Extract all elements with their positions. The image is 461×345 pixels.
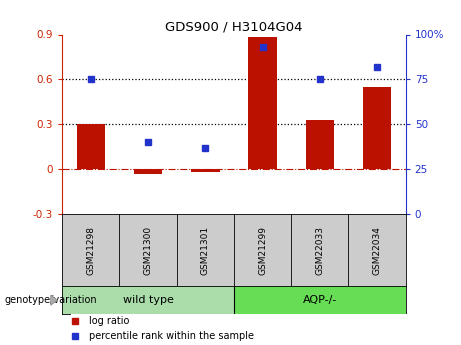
Text: percentile rank within the sample: percentile rank within the sample (89, 331, 254, 341)
Text: wild type: wild type (123, 295, 173, 305)
Bar (191, 169, 219, 172)
Text: GSM22034: GSM22034 (372, 226, 382, 275)
Text: AQP-/-: AQP-/- (302, 295, 337, 305)
Text: GSM22033: GSM22033 (315, 226, 325, 275)
Bar (77, 124, 105, 169)
Text: GSM21299: GSM21299 (258, 226, 267, 275)
Bar (363, 87, 391, 169)
Bar (248, 38, 277, 169)
Text: log ratio: log ratio (89, 316, 129, 326)
Text: GSM21298: GSM21298 (86, 226, 95, 275)
Title: GDS900 / H3104G04: GDS900 / H3104G04 (165, 20, 303, 33)
Bar (306, 120, 334, 169)
Text: GSM21300: GSM21300 (143, 226, 153, 275)
Text: genotype/variation: genotype/variation (5, 295, 97, 305)
Bar (134, 169, 162, 174)
Bar (234, 286, 406, 314)
Text: GSM21301: GSM21301 (201, 226, 210, 275)
Bar (62, 286, 234, 314)
